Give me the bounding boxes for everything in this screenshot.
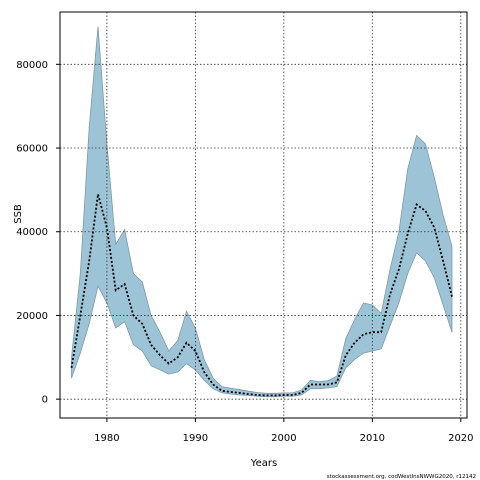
y-tick-label: 40000 bbox=[16, 227, 48, 238]
y-tick-label: 20000 bbox=[16, 311, 48, 322]
x-tick-label: 1990 bbox=[183, 433, 208, 444]
y-tick-label: 0 bbox=[42, 395, 48, 406]
x-tick-label: 1980 bbox=[94, 433, 119, 444]
confidence-band-layer bbox=[71, 26, 453, 398]
confidence-band bbox=[71, 26, 453, 398]
x-tick-label: 2010 bbox=[360, 433, 385, 444]
ssb-line bbox=[70, 193, 453, 397]
x-tick-label: 2000 bbox=[271, 433, 296, 444]
credit-text: stockassessment.org, codWestInsNWWG2020,… bbox=[327, 474, 476, 480]
y-tick-label: 80000 bbox=[16, 60, 48, 71]
y-axis-label: SSB bbox=[13, 204, 24, 224]
ssb-series-line-layer bbox=[70, 193, 453, 397]
x-tick-label: 2020 bbox=[448, 433, 473, 444]
plot-frame bbox=[59, 11, 468, 419]
gridlines bbox=[60, 12, 467, 418]
axis-ticks: 1980 1990 2000 2010 2020 0 20000 40000 60000 8000… bbox=[16, 60, 473, 444]
x-axis-label: Years bbox=[250, 458, 277, 469]
y-tick-label: 60000 bbox=[16, 144, 48, 155]
